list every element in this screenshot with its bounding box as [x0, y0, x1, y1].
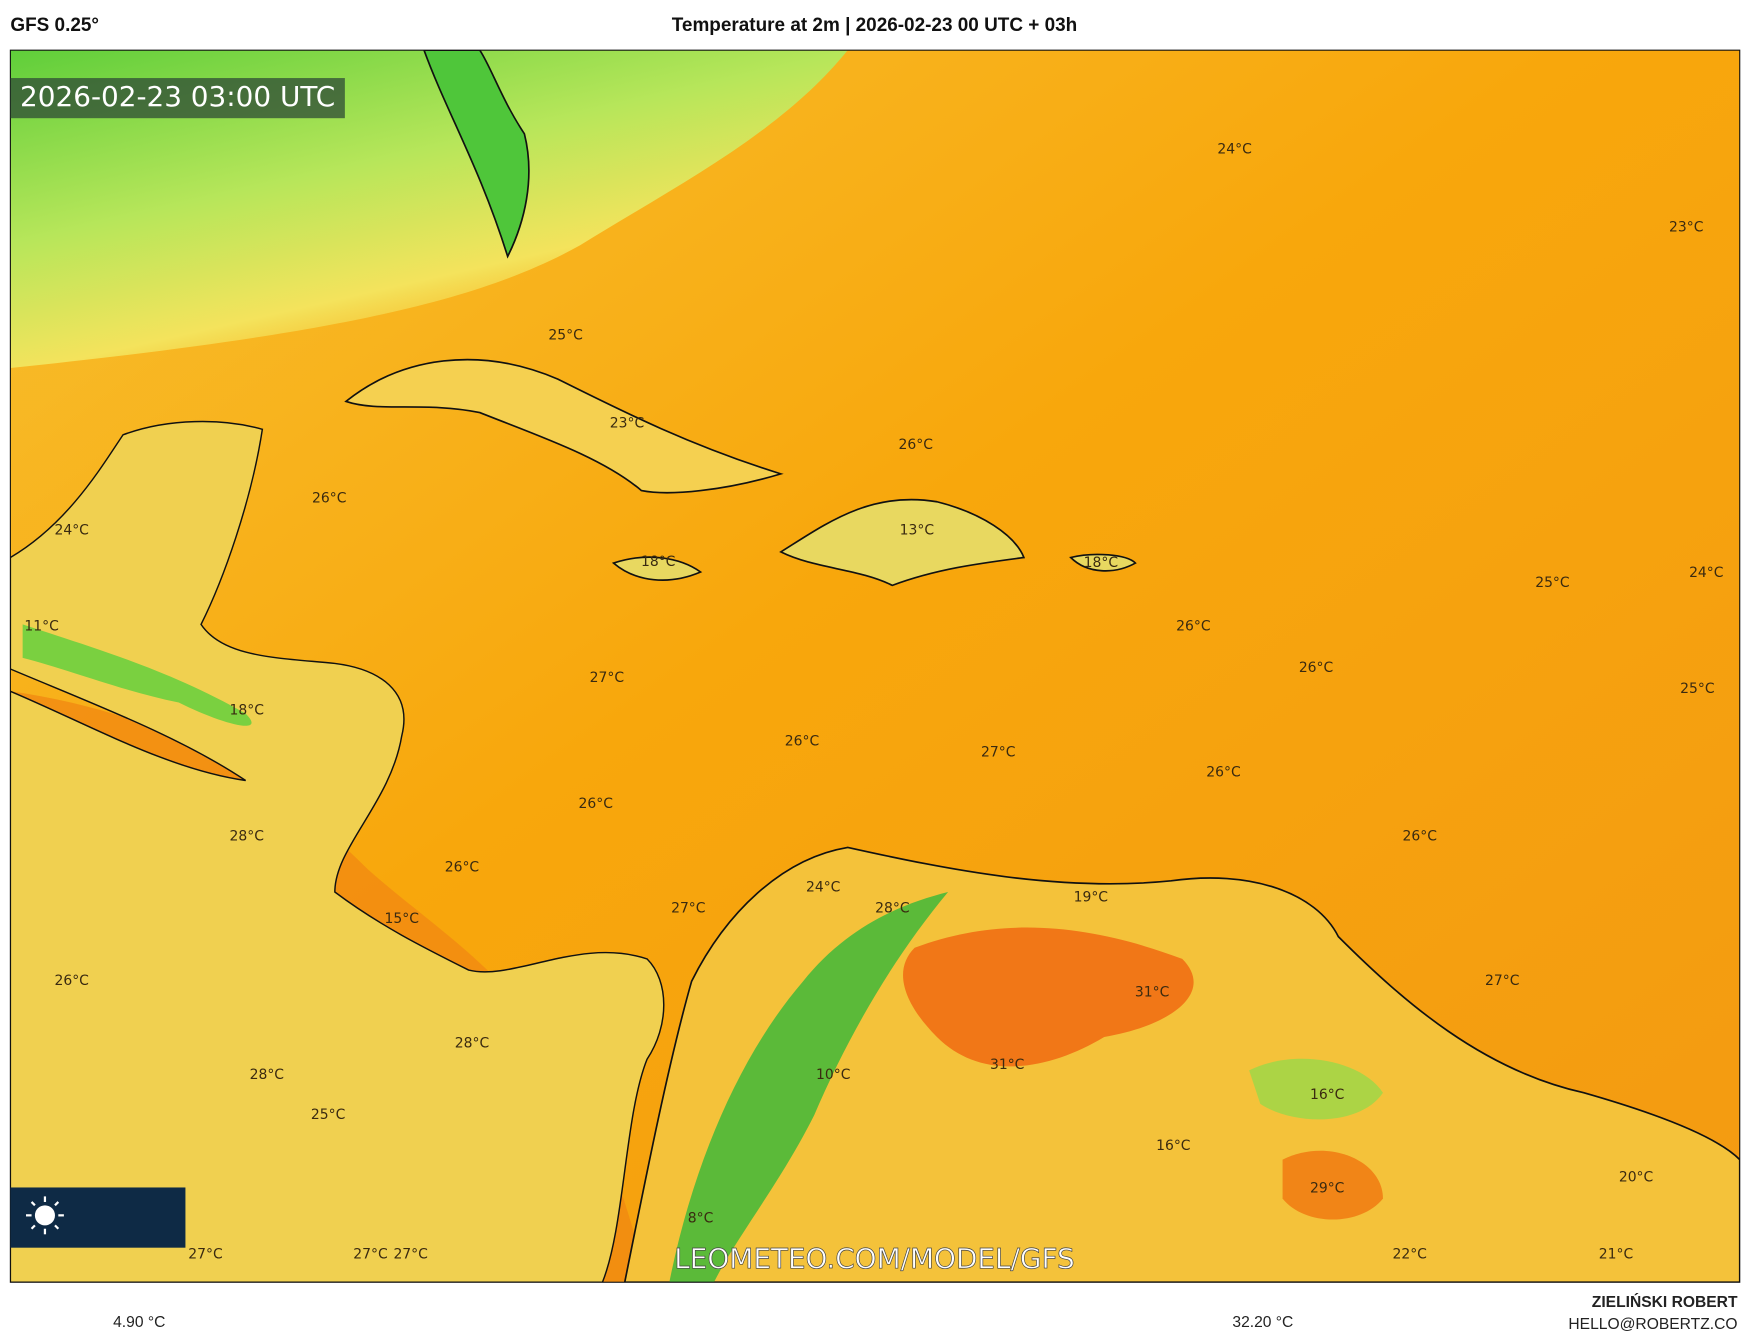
temperature-label: 24°C [1689, 565, 1723, 581]
puerto-rico [1069, 553, 1137, 572]
temperature-label: 25°C [1680, 681, 1714, 697]
hot-region [1282, 1150, 1383, 1220]
temperature-label: 19°C [1074, 890, 1108, 906]
temperature-label: 21°C [1599, 1246, 1633, 1262]
contact: HELLO@ROBERTZ.CO [1568, 1316, 1737, 1333]
south-america [623, 846, 1740, 1283]
florida [423, 50, 530, 259]
temperature-label: 31°C [990, 1057, 1024, 1073]
temperature-label: 23°C [610, 416, 644, 432]
temperature-label: 8°C [688, 1211, 714, 1227]
temperature-label: 24°C [1217, 141, 1251, 157]
temperature-label: 27°C [981, 745, 1015, 761]
temperature-label: 26°C [1206, 765, 1240, 781]
temperature-label: 26°C [1176, 619, 1210, 635]
temperature-label: 26°C [1299, 660, 1333, 676]
watermark: LEOMETEO.COM/MODEL/GFS [674, 1242, 1075, 1275]
hispaniola [779, 498, 1026, 587]
temperature-label: 20°C [1619, 1169, 1653, 1185]
temperature-label: 11°C [24, 619, 58, 635]
hot-region [903, 927, 1194, 1067]
temperature-label: 27°C [590, 670, 624, 686]
temperature-label: 23°C [1669, 219, 1703, 235]
author: ZIELIŃSKI ROBERT [1592, 1292, 1738, 1311]
temperature-label: 27°C [393, 1246, 427, 1262]
temperature-label: 24°C [54, 523, 88, 539]
timestamp-box [10, 78, 345, 119]
logo [10, 1187, 186, 1248]
temperature-label: 13°C [900, 523, 934, 539]
map: 24°C 23°C 25°C 23°C 26°C 26°C 24°C 13°C 18°C 18°C… [10, 50, 1740, 1283]
temperature-label: 26°C [445, 859, 479, 875]
temperature-label: 25°C [1535, 575, 1569, 591]
highlands [1249, 1058, 1383, 1120]
map-title: Temperature at 2m | 2026-02-23 00 UTC + … [672, 15, 1077, 36]
temperature-label: 25°C [311, 1107, 345, 1123]
temperature-label: 27°C [671, 901, 705, 917]
temperature-label: 26°C [54, 973, 88, 989]
central-america [10, 420, 665, 1283]
cuba [344, 358, 784, 494]
timestamp: 2026-02-23 03:00 UTC [20, 80, 335, 113]
temperature-labels: 24°C 23°C 25°C 23°C 26°C 26°C 24°C 13°C 18°C 18°C… [24, 141, 1723, 1262]
map-frame [9, 49, 1741, 1283]
temperature-label: 16°C [1310, 1087, 1344, 1103]
temperature-label: 22°C [1392, 1246, 1426, 1262]
temperature-label: 28°C [455, 1036, 489, 1052]
temperature-label: 16°C [1156, 1138, 1190, 1154]
temperature-label: 10°C [816, 1067, 850, 1083]
temperature-label: 26°C [785, 733, 819, 749]
temperature-label: 26°C [1403, 828, 1437, 844]
temperature-label: 18°C [1084, 555, 1118, 571]
temperature-label: 25°C [548, 328, 582, 344]
temperature-label: 26°C [579, 796, 613, 812]
temperature-label: 26°C [899, 437, 933, 453]
temperature-label: 27°C [188, 1246, 222, 1262]
highlands [22, 624, 252, 726]
temperature-label: 28°C [230, 828, 264, 844]
temperature-label: 28°C [875, 901, 909, 917]
temperature-label: 31°C [1135, 984, 1169, 1000]
andes [669, 892, 949, 1283]
jamaica [611, 556, 703, 581]
temperature-label: 26°C [312, 490, 346, 506]
temperature-label: 15°C [385, 911, 419, 927]
colorbar-max: 32.20 °C [1232, 1314, 1293, 1331]
temperature-label: 18°C [641, 554, 675, 570]
temperature-label: 28°C [250, 1067, 284, 1083]
colorbar-min: 4.90 °C [113, 1314, 165, 1331]
temperature-label: 18°C [230, 702, 264, 718]
cold-region [10, 50, 848, 368]
model-name: GFS 0.25° [10, 15, 99, 36]
temperature-label: 24°C [806, 880, 840, 896]
temperature-label: 29°C [1310, 1181, 1344, 1197]
temperature-label: 27°C [353, 1246, 387, 1262]
temperature-label: 27°C [1485, 973, 1519, 989]
